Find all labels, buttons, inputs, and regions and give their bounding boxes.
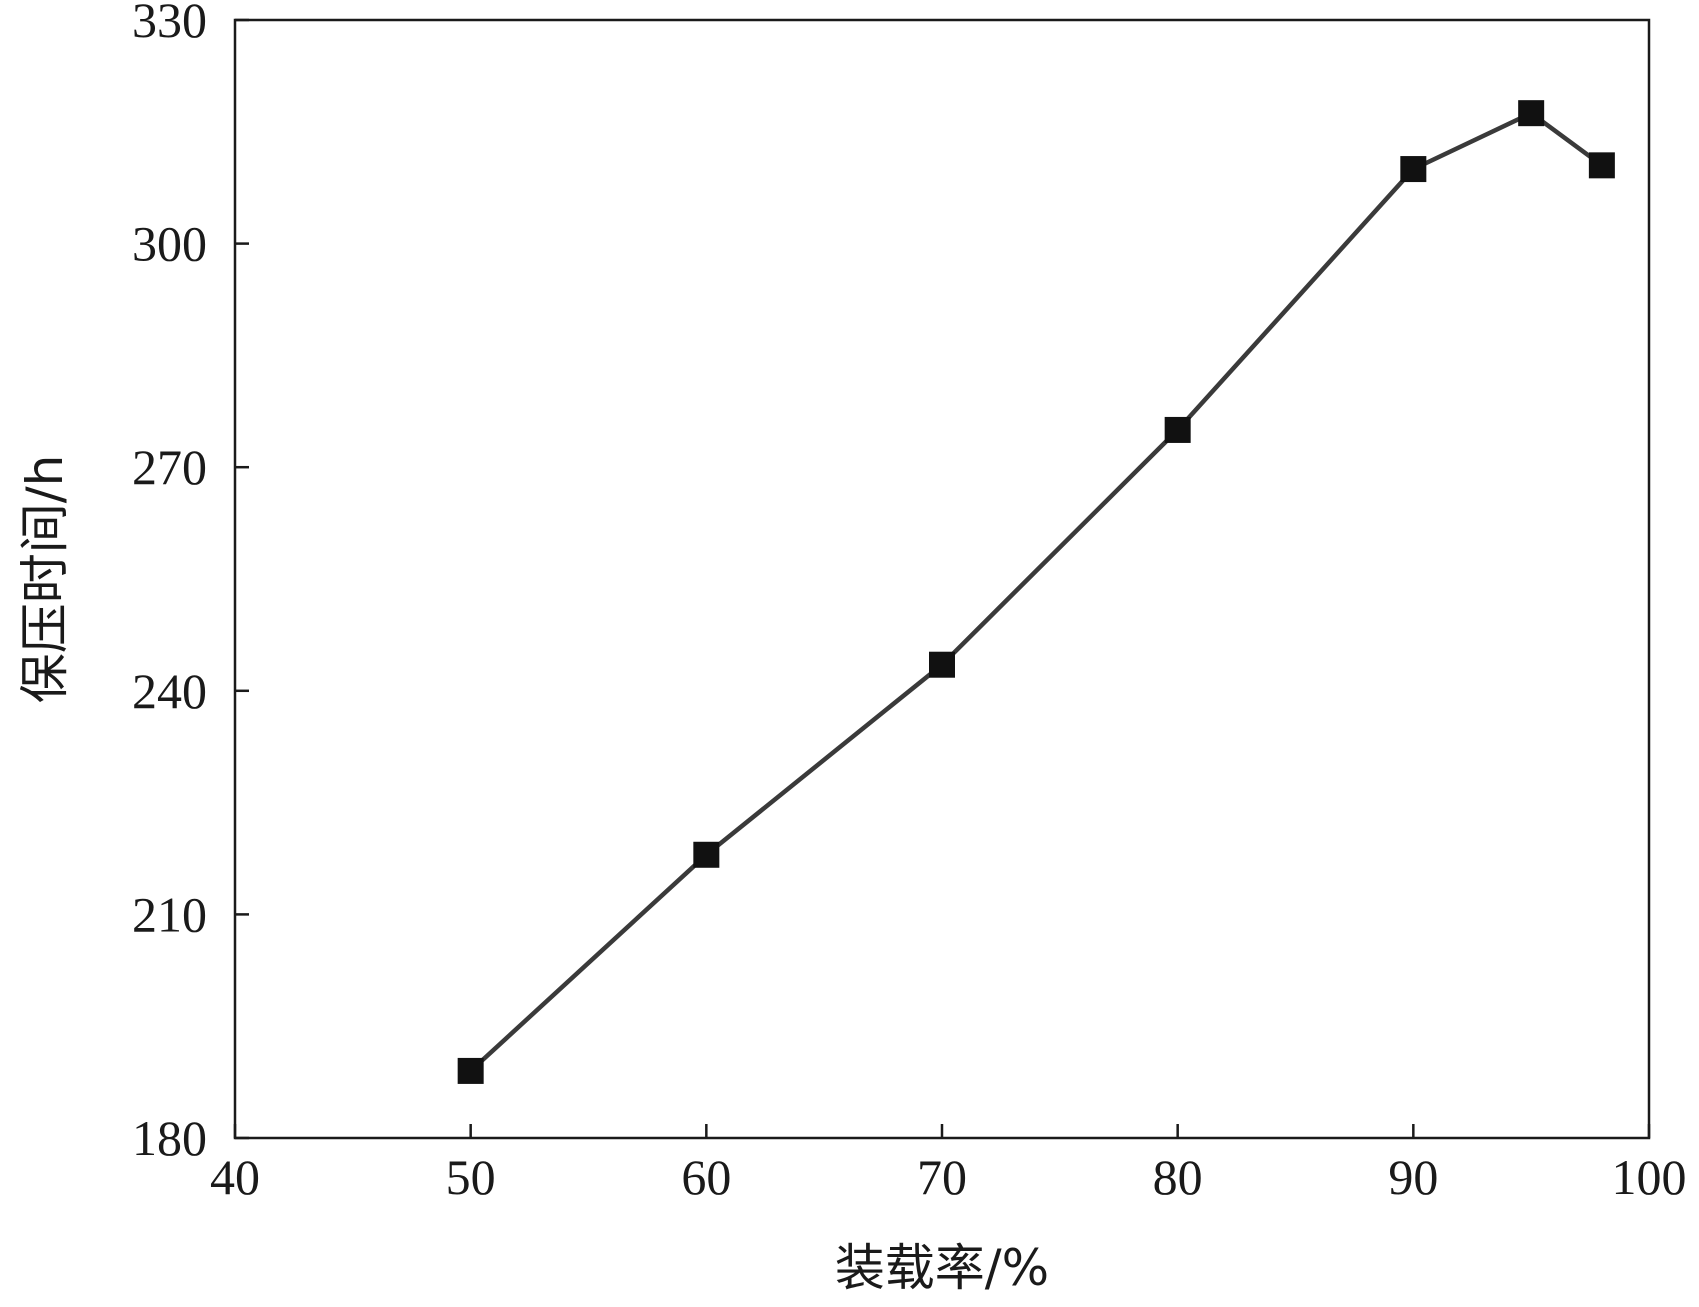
y-axis-label: 保压时间/h — [16, 455, 74, 704]
y-tick-label: 180 — [132, 1110, 207, 1166]
y-tick-label: 330 — [132, 0, 207, 48]
x-tick-label: 80 — [1153, 1149, 1203, 1205]
y-tick-label: 240 — [132, 663, 207, 719]
x-tick-label: 40 — [210, 1149, 260, 1205]
y-tick-label: 210 — [132, 886, 207, 942]
series-group — [457, 100, 1615, 1084]
x-tick-label: 50 — [446, 1149, 496, 1205]
x-tick-label: 70 — [917, 1149, 967, 1205]
x-tick-label: 100 — [1612, 1149, 1687, 1205]
y-tick-label: 300 — [132, 216, 207, 272]
x-axis-label: 装载率/% — [835, 1239, 1049, 1297]
data-point-marker — [1588, 152, 1615, 179]
x-tick-label: 90 — [1388, 1149, 1438, 1205]
series-line — [469, 110, 1604, 1073]
y-axis: 180 210 240 270 300 330 — [132, 0, 249, 1166]
data-point-marker — [693, 841, 720, 868]
y-tick-label: 270 — [132, 439, 207, 495]
x-axis: 40 50 60 70 80 90 100 — [210, 1124, 1687, 1205]
data-point-marker — [929, 651, 955, 678]
x-tick-label: 60 — [681, 1149, 731, 1205]
data-point-marker — [1164, 416, 1191, 443]
data-point-marker — [1400, 156, 1427, 183]
data-point-marker — [457, 1057, 484, 1084]
plot-frame — [233, 18, 1651, 1140]
data-point-marker — [1518, 100, 1545, 127]
